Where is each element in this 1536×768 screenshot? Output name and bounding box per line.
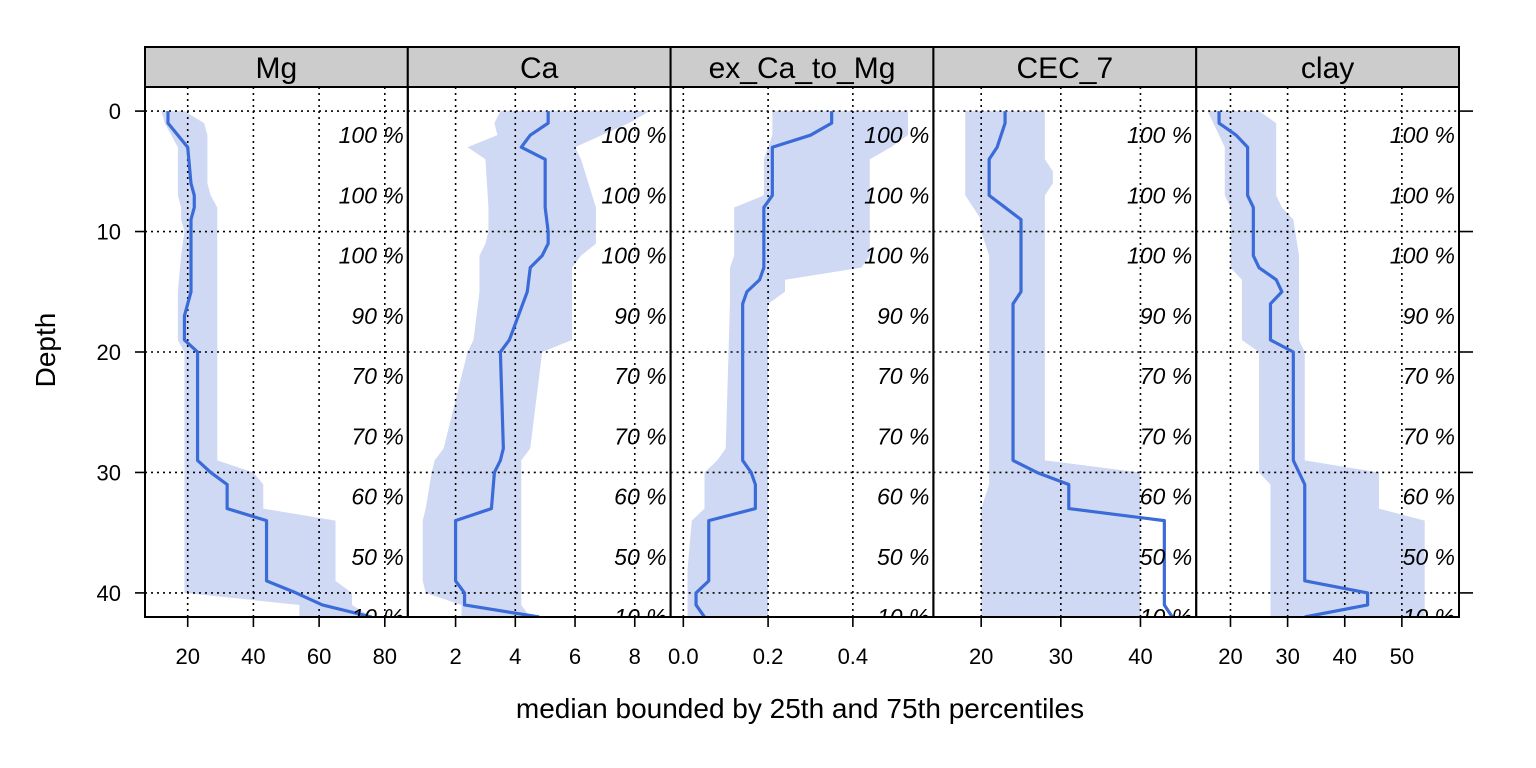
panel-clay: clay 100 % 100 % 100 % 90 % 70 % 70 % 60 % 50 % 1…: [1195, 46, 1460, 669]
panel-strip-label: ex_Ca_to_Mg: [709, 52, 896, 85]
x-tick-label: 60: [307, 644, 331, 669]
panel-strip-label: CEC_7: [1016, 52, 1113, 85]
data-coverage-label: 50 %: [1403, 544, 1455, 570]
y-tick-label: 30: [97, 460, 121, 485]
data-coverage-label: 100 %: [1127, 122, 1192, 148]
data-coverage-label: 10 %: [1403, 604, 1455, 630]
data-coverage-label: 90 %: [877, 303, 929, 329]
data-coverage-label: 10 %: [614, 604, 666, 630]
data-coverage-label: 70 %: [614, 363, 666, 389]
data-coverage-label: 50 %: [614, 544, 666, 570]
panel-ex-ca-to-mg: ex_Ca_to_Mg 100 % 100 % 100 % 90 % 70 % 70 % 60…: [668, 46, 935, 669]
x-tick-label: 40: [1128, 644, 1152, 669]
data-coverage-label: 50 %: [351, 544, 403, 570]
data-coverage-label: 100 %: [864, 182, 929, 208]
median-line: [453, 111, 550, 617]
data-coverage-label: 70 %: [1140, 363, 1192, 389]
data-coverage-label: 90 %: [614, 303, 666, 329]
data-coverage-label: 70 %: [1403, 363, 1455, 389]
data-coverage-label: 90 %: [1403, 303, 1455, 329]
x-tick-label: 6: [569, 644, 581, 669]
data-coverage-label: 100 %: [339, 122, 404, 148]
panel-strip: [932, 46, 1198, 88]
data-coverage-label: 100 %: [1390, 182, 1455, 208]
x-tick-label: 50: [1390, 644, 1414, 669]
data-coverage-label: 100 %: [1390, 243, 1455, 269]
data-coverage-label: 70 %: [351, 363, 403, 389]
data-coverage-label: 100 %: [339, 243, 404, 269]
data-coverage-label: 60 %: [1140, 484, 1192, 510]
panel-ca: Ca 100 % 100 % 100 % 90 % 70 % 70 % 60 % 50 % 10 …: [406, 46, 672, 669]
y-tick-label: 40: [97, 581, 121, 606]
data-coverage-label: 70 %: [351, 423, 403, 449]
data-coverage-label: 90 %: [1140, 303, 1192, 329]
x-tick-label: 40: [1332, 644, 1356, 669]
x-tick-label: 30: [1275, 644, 1299, 669]
y-tick-label: 10: [97, 220, 121, 245]
data-coverage-label: 100 %: [864, 122, 929, 148]
x-tick-label: 40: [241, 644, 265, 669]
data-coverage-label: 100 %: [339, 182, 404, 208]
median-line: [987, 111, 1174, 617]
iqr-band: [161, 111, 372, 617]
data-coverage-label: 90 %: [351, 303, 403, 329]
panel-cec-7: CEC_7 100 % 100 % 100 % 90 % 70 % 70 % 60 % 50 %…: [932, 46, 1198, 669]
y-tick-label: 0: [109, 99, 121, 124]
x-tick-label: 20: [175, 644, 199, 669]
data-coverage-label: 70 %: [1403, 423, 1455, 449]
y-tick-label: 20: [97, 340, 121, 365]
median-line: [1217, 111, 1370, 617]
panel-strip-label: Mg: [256, 52, 298, 85]
data-coverage-label: 10 %: [1140, 604, 1192, 630]
panel-strip-label: clay: [1301, 52, 1354, 85]
data-coverage-label: 100 %: [864, 243, 929, 269]
x-tick-label: 80: [373, 644, 397, 669]
panel-mg: Mg 100 % 100 % 100 % 90 % 70 % 70 % 60 % 50 % 10 …: [144, 46, 409, 669]
data-coverage-label: 60 %: [614, 484, 666, 510]
data-coverage-label: 100 %: [1127, 182, 1192, 208]
iqr-band: [1207, 111, 1425, 617]
panel-strip-label: Ca: [520, 52, 559, 85]
x-tick-label: 8: [629, 644, 641, 669]
x-tick-label: 0.2: [753, 644, 784, 669]
x-tick-label: 20: [1218, 644, 1242, 669]
x-tick-label: 20: [969, 644, 993, 669]
data-coverage-label: 70 %: [614, 423, 666, 449]
data-coverage-label: 50 %: [1140, 544, 1192, 570]
data-coverage-label: 70 %: [1140, 423, 1192, 449]
data-coverage-label: 70 %: [877, 423, 929, 449]
x-tick-label: 30: [1049, 644, 1073, 669]
data-coverage-label: 100 %: [601, 122, 666, 148]
data-coverage-label: 60 %: [351, 484, 403, 510]
y-axis: 0 10 20 30 40: [97, 99, 1473, 606]
data-coverage-label: 70 %: [877, 363, 929, 389]
data-coverage-label: 100 %: [1390, 122, 1455, 148]
data-coverage-label: 100 %: [1127, 243, 1192, 269]
median-line: [694, 111, 834, 617]
data-coverage-label: 10 %: [351, 604, 403, 630]
panel-strip: [144, 46, 409, 88]
data-coverage-label: 10 %: [877, 604, 929, 630]
x-tick-label: 2: [449, 644, 461, 669]
x-tick-label: 0.0: [668, 644, 699, 669]
iqr-band: [965, 111, 1141, 617]
data-coverage-label: 60 %: [1403, 484, 1455, 510]
median-line: [166, 111, 373, 617]
panel-strip: [1195, 46, 1460, 88]
x-tick-label: 4: [509, 644, 521, 669]
data-coverage-label: 100 %: [601, 243, 666, 269]
data-coverage-label: 100 %: [601, 182, 666, 208]
x-axis-title: median bounded by 25th and 75th percenti…: [516, 693, 1084, 724]
y-axis-title: Depth: [30, 313, 61, 388]
iqr-band: [422, 111, 650, 617]
data-coverage-label: 50 %: [877, 544, 929, 570]
panels-layer: Mg 100 % 100 % 100 % 90 % 70 % 70 % 60 % 50 % 10 …: [144, 46, 1460, 669]
x-tick-label: 0.4: [838, 644, 869, 669]
data-coverage-label: 60 %: [877, 484, 929, 510]
